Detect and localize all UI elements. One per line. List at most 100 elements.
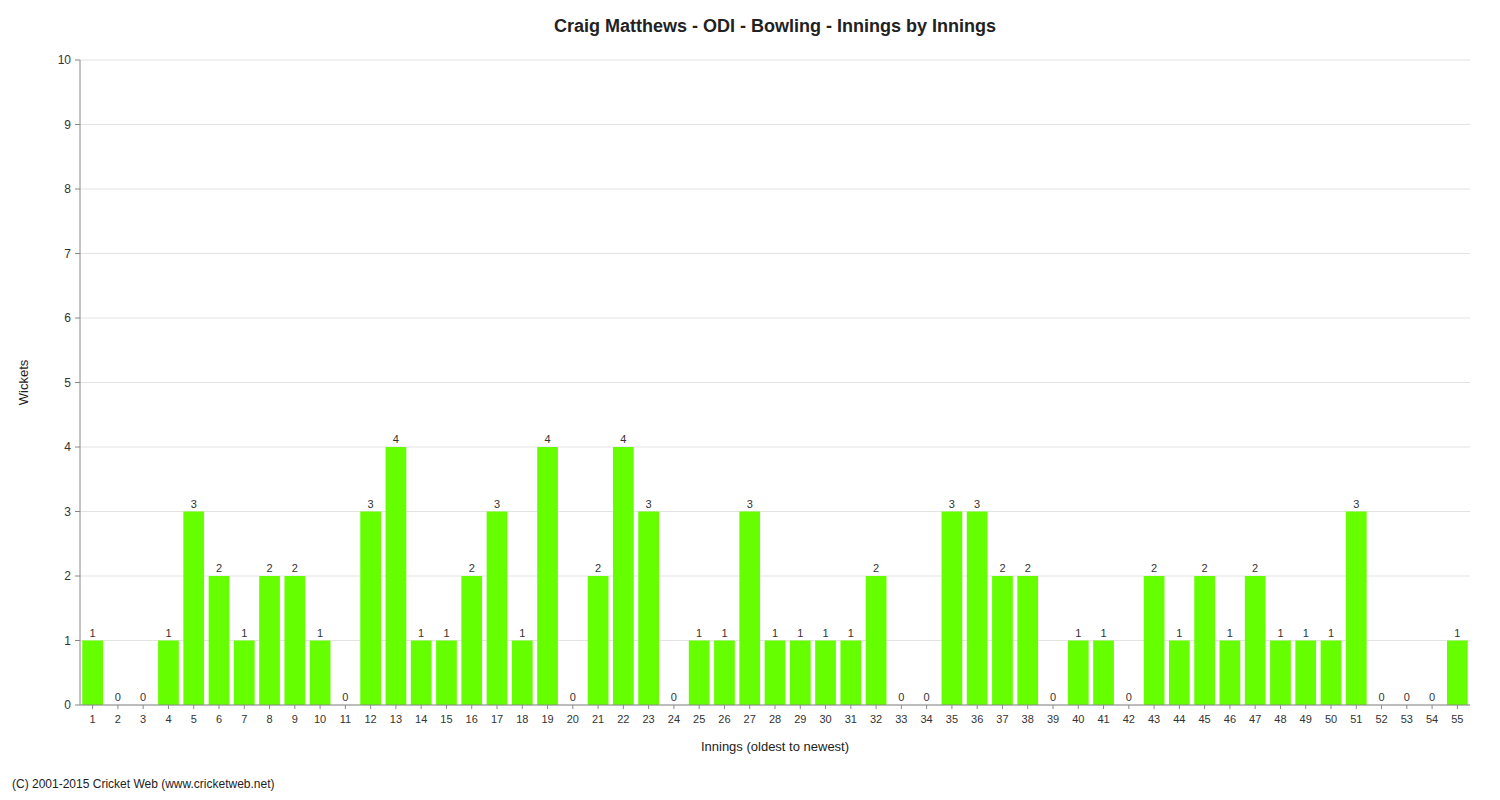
tick-label: 16 <box>466 713 478 725</box>
tick-label: 1 <box>90 713 96 725</box>
tick-label: 15 <box>440 713 452 725</box>
tick-label: 23 <box>643 713 655 725</box>
tick-mark <box>901 705 902 709</box>
data-label: 2 <box>1252 562 1258 574</box>
tick-label: 20 <box>567 713 579 725</box>
tick-mark <box>168 705 169 709</box>
data-label: 3 <box>494 498 500 510</box>
tick-mark <box>522 705 523 709</box>
data-label: 1 <box>822 627 828 639</box>
tick-mark <box>446 705 447 709</box>
tick-mark <box>850 705 851 709</box>
bar <box>487 512 508 706</box>
bar <box>537 447 558 705</box>
bar <box>284 576 305 705</box>
chart-container: 0123456789101001321221034112314024301131… <box>0 0 1500 800</box>
bar <box>638 512 659 706</box>
tick-label: 4 <box>165 713 171 725</box>
data-label: 2 <box>216 562 222 574</box>
bar <box>992 576 1013 705</box>
data-label: 2 <box>1151 562 1157 574</box>
tick-label: 8 <box>64 182 71 196</box>
tick-mark <box>724 705 725 709</box>
bar <box>714 641 735 706</box>
data-labels: 1001321221034112314024301131111200332201… <box>90 433 1461 703</box>
bar <box>1144 576 1165 705</box>
tick-label: 52 <box>1375 713 1387 725</box>
tick-label: 26 <box>718 713 730 725</box>
tick-label: 48 <box>1274 713 1286 725</box>
tick-label: 35 <box>946 713 958 725</box>
bar <box>1220 641 1241 706</box>
tick-label: 14 <box>415 713 427 725</box>
bar <box>411 641 432 706</box>
tick-mark <box>193 705 194 709</box>
tick-mark <box>648 705 649 709</box>
bar <box>967 512 988 706</box>
bar <box>1295 641 1316 706</box>
tick-label: 25 <box>693 713 705 725</box>
data-label: 3 <box>368 498 374 510</box>
tick-mark <box>1128 705 1129 709</box>
tick-mark <box>749 705 750 709</box>
tick-mark <box>75 447 80 448</box>
bar <box>209 576 230 705</box>
data-label: 0 <box>671 691 677 703</box>
tick-label: 44 <box>1173 713 1185 725</box>
data-label: 1 <box>90 627 96 639</box>
tick-mark <box>1204 705 1205 709</box>
tick-mark <box>1331 705 1332 709</box>
tick-label: 8 <box>266 713 272 725</box>
bar <box>386 447 407 705</box>
grid-line <box>80 511 1470 512</box>
tick-mark <box>1255 705 1256 709</box>
bar <box>259 576 280 705</box>
bar <box>815 641 836 706</box>
data-label: 1 <box>241 627 247 639</box>
data-label: 1 <box>1328 627 1334 639</box>
tick-label: 30 <box>819 713 831 725</box>
tick-label: 21 <box>592 713 604 725</box>
tick-mark <box>1027 705 1028 709</box>
data-label: 1 <box>772 627 778 639</box>
tick-label: 32 <box>870 713 882 725</box>
data-label: 2 <box>292 562 298 574</box>
tick-label: 22 <box>617 713 629 725</box>
data-label: 2 <box>595 562 601 574</box>
tick-mark <box>75 318 80 319</box>
tick-mark <box>471 705 472 709</box>
tick-label: 53 <box>1401 713 1413 725</box>
bar <box>1270 641 1291 706</box>
axis-line <box>80 60 81 705</box>
grid-line <box>80 124 1470 125</box>
bar <box>310 641 331 706</box>
bar <box>512 641 533 706</box>
data-label: 1 <box>1100 627 1106 639</box>
bar <box>1447 641 1468 706</box>
grid-line <box>80 189 1470 190</box>
chart-title: Craig Matthews - ODI - Bowling - Innings… <box>554 16 996 36</box>
tick-mark <box>977 705 978 709</box>
tick-label: 10 <box>58 53 72 67</box>
tick-mark <box>1154 705 1155 709</box>
bar <box>436 641 457 706</box>
bar <box>360 512 381 706</box>
bar <box>234 641 255 706</box>
data-label: 4 <box>393 433 399 445</box>
data-label: 3 <box>191 498 197 510</box>
tick-mark <box>1078 705 1079 709</box>
grid-line <box>80 60 1470 61</box>
tick-label: 54 <box>1426 713 1438 725</box>
tick-mark <box>219 705 220 709</box>
tick-mark <box>926 705 927 709</box>
tick-mark <box>673 705 674 709</box>
data-label: 0 <box>1378 691 1384 703</box>
tick-mark <box>825 705 826 709</box>
tick-label: 49 <box>1300 713 1312 725</box>
data-label: 1 <box>1075 627 1081 639</box>
bar <box>461 576 482 705</box>
tick-label: 9 <box>292 713 298 725</box>
data-label: 0 <box>898 691 904 703</box>
bar <box>158 641 179 706</box>
data-label: 1 <box>418 627 424 639</box>
